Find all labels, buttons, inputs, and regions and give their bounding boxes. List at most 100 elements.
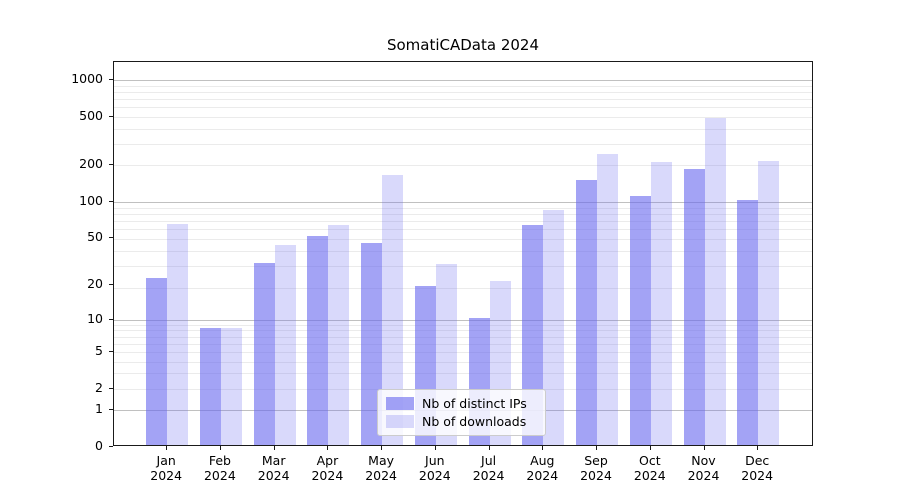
bar-distinct-ips-jan (146, 278, 168, 445)
x-axis-tick-label: Nov 2024 (672, 453, 736, 483)
y-axis-tick-label: 20 (87, 276, 103, 292)
minor-gridline (114, 91, 812, 93)
legend-label: Nb of downloads (422, 414, 527, 429)
x-axis-tick (542, 446, 544, 450)
x-axis-tick-label: Oct 2024 (618, 453, 682, 483)
x-label-year: 2024 (472, 468, 505, 483)
y-axis-tick (109, 387, 113, 389)
y-axis-tick (109, 284, 113, 286)
bar-downloads-feb (220, 328, 242, 445)
legend-swatch-distinct-ips (386, 397, 414, 410)
minor-gridline (114, 336, 812, 338)
x-axis-tick (327, 446, 329, 450)
minor-gridline (114, 373, 812, 375)
minor-gridline (114, 107, 812, 109)
bar-distinct-ips-sep (576, 180, 597, 445)
minor-gridline (114, 143, 812, 145)
y-axis-tick-label: 1000 (71, 70, 103, 86)
x-label-year: 2024 (741, 468, 774, 483)
y-axis-tick (109, 350, 113, 352)
major-gridline (114, 201, 812, 203)
y-axis-tick-label: 5 (95, 342, 103, 358)
y-axis-tick-label: 10 (87, 310, 103, 326)
x-axis-tick-label: May 2024 (349, 453, 413, 483)
bar-downloads-may (382, 175, 404, 445)
x-label-year: 2024 (365, 468, 397, 483)
minor-gridline (114, 165, 812, 167)
bar-distinct-ips-apr (307, 236, 329, 445)
minor-gridline (114, 98, 812, 100)
legend-entry-distinct-ips: Nb of distinct IPs (386, 396, 537, 411)
major-gridline (114, 319, 812, 321)
x-label-year: 2024 (526, 468, 559, 483)
x-axis-tick-label: Jan 2024 (134, 453, 198, 483)
minor-gridline (114, 214, 812, 216)
minor-gridline (114, 85, 812, 87)
y-axis-tick-label: 2 (95, 379, 103, 395)
y-axis-tick-label: 0 (95, 438, 103, 453)
x-label-month: May (368, 453, 395, 468)
minor-gridline (114, 361, 812, 363)
legend-swatch-downloads (386, 415, 414, 428)
minor-gridline (114, 324, 812, 326)
x-axis-tick-label: Sep 2024 (564, 453, 628, 483)
bar-downloads-apr (328, 224, 350, 445)
minor-gridline (114, 207, 812, 209)
minor-gridline (114, 351, 812, 353)
x-label-month: Oct (638, 453, 661, 468)
y-axis-tick-label: 500 (79, 107, 103, 123)
x-label-month: Dec (745, 453, 770, 468)
x-label-year: 2024 (257, 468, 290, 483)
y-axis-tick (109, 115, 113, 117)
x-axis-tick (273, 446, 275, 450)
bar-distinct-ips-may (361, 242, 383, 445)
plot-area (113, 61, 813, 446)
x-axis-tick-label: Mar 2024 (242, 453, 306, 483)
y-axis-tick (109, 237, 113, 239)
bar-downloads-sep (597, 153, 618, 445)
minor-gridline (114, 221, 812, 223)
bar-downloads-nov (704, 117, 726, 445)
y-axis-tick-label: 200 (79, 156, 103, 172)
bar-distinct-ips-dec (737, 199, 759, 445)
x-label-month: Apr (316, 453, 339, 468)
minor-gridline (114, 330, 812, 332)
x-label-month: Aug (530, 453, 555, 468)
x-label-year: 2024 (150, 468, 183, 483)
x-label-month: Nov (691, 453, 716, 468)
x-label-year: 2024 (418, 468, 451, 483)
bar-distinct-ips-nov (683, 168, 705, 445)
y-axis-tick (109, 446, 113, 447)
x-axis-tick (166, 446, 168, 450)
bar-downloads-dec (758, 160, 780, 445)
x-axis-tick (703, 446, 705, 450)
legend-label: Nb of distinct IPs (422, 396, 527, 411)
x-label-year: 2024 (633, 468, 666, 483)
y-axis-tick (109, 164, 113, 166)
x-axis-tick (381, 446, 383, 450)
x-axis-tick-label: Aug 2024 (510, 453, 574, 483)
x-label-month: Jul (481, 453, 497, 468)
x-label-month: Jun (425, 453, 445, 468)
x-label-year: 2024 (580, 468, 612, 483)
bar-distinct-ips-mar (253, 262, 275, 445)
bar-downloads-jan (167, 224, 189, 445)
bar-downloads-oct (650, 161, 672, 445)
x-axis-tick-label: Apr 2024 (295, 453, 359, 483)
x-axis-tick-label: Dec 2024 (725, 453, 789, 483)
minor-gridline (114, 251, 812, 252)
x-axis-tick (649, 446, 651, 450)
x-axis-tick-label: Feb 2024 (188, 453, 252, 483)
x-axis-tick-label: Jul 2024 (457, 453, 521, 483)
bar-distinct-ips-feb (199, 328, 221, 445)
legend: Nb of distinct IPs Nb of downloads (377, 389, 546, 436)
minor-gridline (114, 116, 812, 118)
y-axis-tick-label: 1 (95, 401, 103, 417)
x-axis-tick-label: Jun 2024 (403, 453, 467, 483)
minor-gridline (114, 128, 812, 130)
bar-downloads-aug (543, 209, 565, 445)
chart-title: SomatiCAData 2024 (386, 36, 540, 54)
y-axis-tick-label: 100 (79, 192, 103, 208)
minor-gridline (114, 287, 812, 289)
x-axis-tick (757, 446, 759, 450)
